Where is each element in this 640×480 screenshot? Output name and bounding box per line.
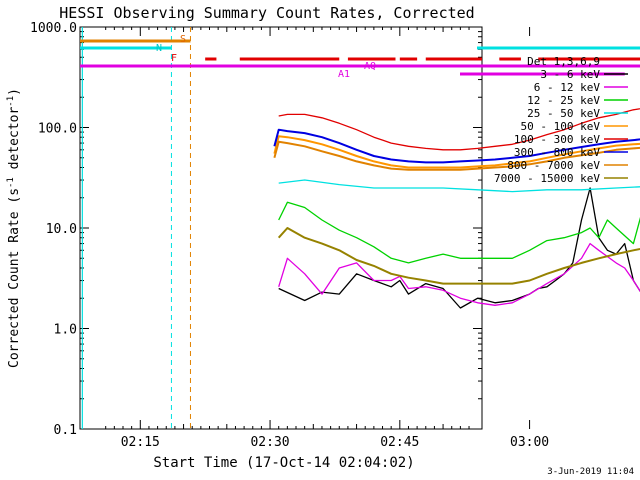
legend-entry-label: 25 - 50 keV bbox=[527, 107, 600, 120]
flag-label-s: S bbox=[180, 34, 186, 45]
legend-entry-label: 12 - 25 keV bbox=[527, 94, 600, 107]
y-tick-label: 0.1 bbox=[54, 423, 77, 438]
legend-entry-label: 300 - 800 keV bbox=[514, 146, 600, 159]
series-line-5 bbox=[278, 108, 640, 151]
y-tick-label: 10.0 bbox=[46, 222, 77, 237]
y-tick-label: 1000.0 bbox=[30, 21, 77, 36]
legend-entry-label: 3 - 6 keV bbox=[540, 68, 600, 81]
series-line-7 bbox=[273, 140, 640, 171]
flag-label-f: F bbox=[171, 53, 177, 64]
x-axis-label: Start Time (17-Oct-14 02:04:02) bbox=[153, 455, 414, 471]
legend-entry-label: 800 - 7000 keV bbox=[507, 159, 600, 172]
chart-title: HESSI Observing Summary Count Rates, Cor… bbox=[59, 4, 474, 22]
series-line-0 bbox=[278, 187, 640, 309]
legend-entry-label: 7000 - 15000 keV bbox=[494, 172, 600, 185]
flag-label-n: N bbox=[156, 43, 162, 54]
legend-entry-label: 100 - 300 keV bbox=[514, 133, 600, 146]
series-line-8 bbox=[277, 227, 640, 285]
y-tick-label: 100.0 bbox=[38, 122, 77, 137]
series-line-6 bbox=[273, 128, 640, 164]
x-tick-label: 02:15 bbox=[121, 435, 160, 450]
footer-date: 3-Jun-2019 11:04 bbox=[547, 467, 634, 477]
y-tick-label: 1.0 bbox=[54, 323, 77, 338]
flag-label-aq: AQ bbox=[364, 61, 376, 72]
legend-entry-label: 50 - 100 keV bbox=[521, 120, 601, 133]
x-tick-label: 02:30 bbox=[250, 435, 289, 450]
series-line-4 bbox=[273, 135, 640, 169]
legend-entry-label: 6 - 12 keV bbox=[534, 81, 601, 94]
series-line-2 bbox=[278, 201, 640, 264]
plot-frame bbox=[79, 26, 483, 430]
series-line-3 bbox=[278, 179, 640, 193]
legend-title: Det 1,3,6,9 bbox=[527, 55, 600, 68]
y-axis-label: Corrected Count Rate (s-1 detector-1) bbox=[6, 88, 22, 368]
flag-label-a1: A1 bbox=[338, 69, 350, 80]
x-tick-label: 02:45 bbox=[380, 435, 419, 450]
x-tick-label: 03:00 bbox=[510, 435, 549, 450]
